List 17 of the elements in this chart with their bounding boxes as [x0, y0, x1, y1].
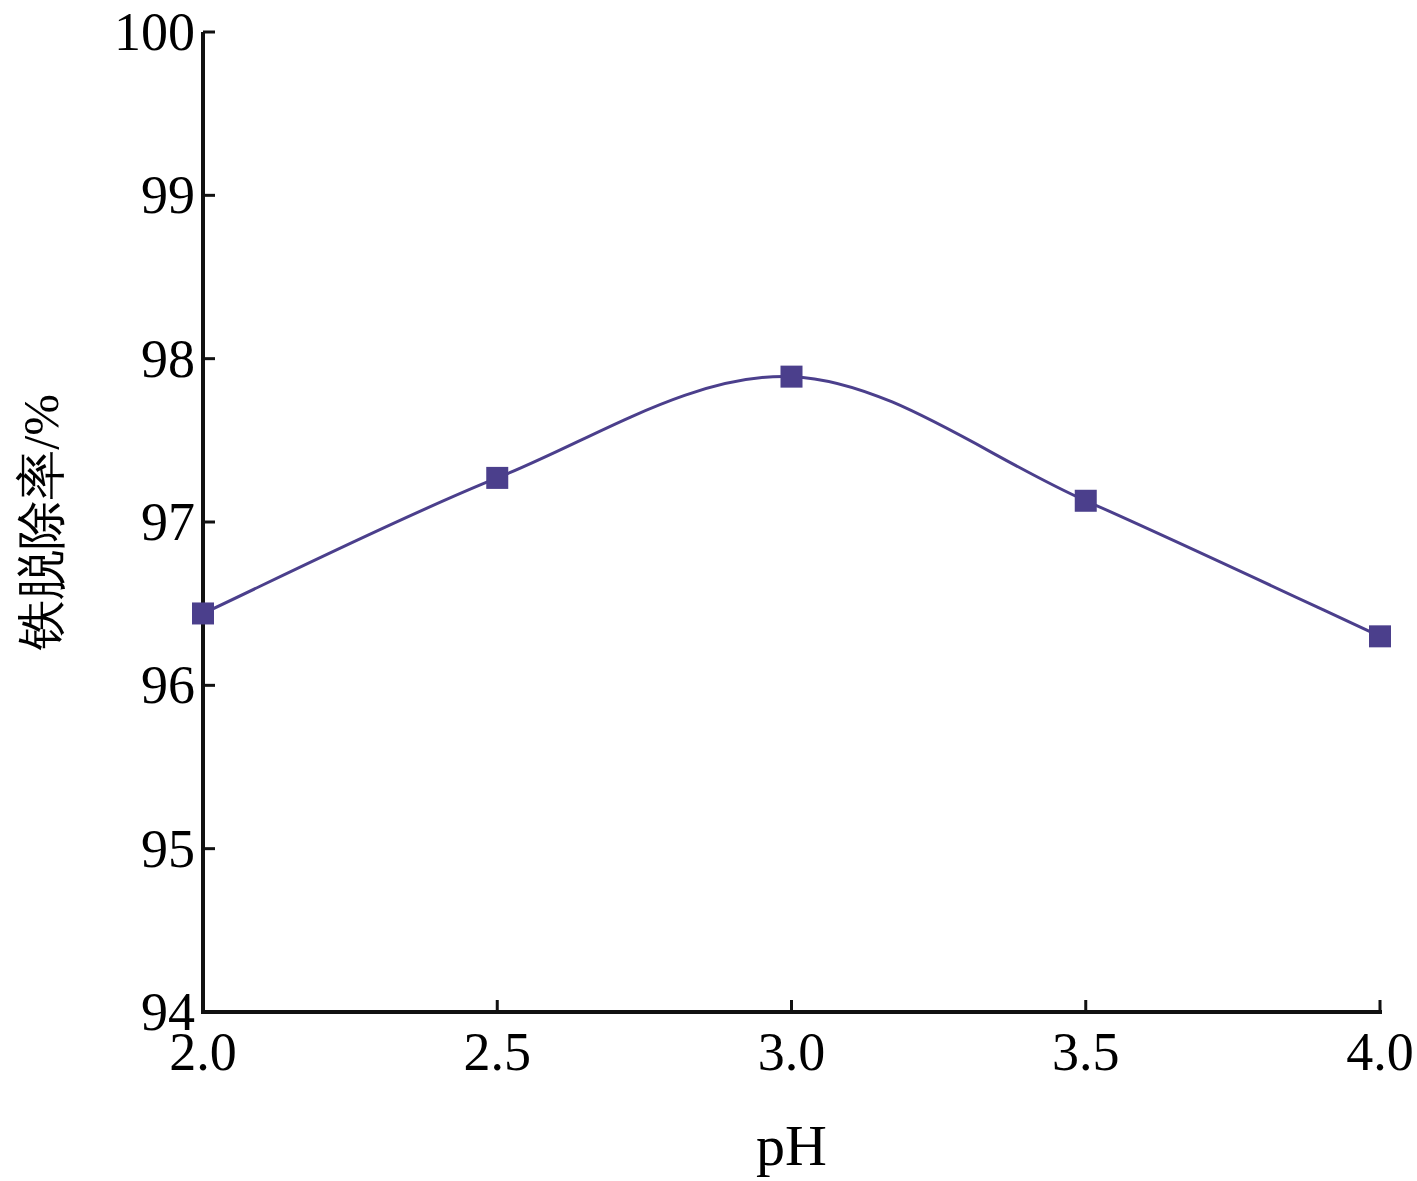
- y-tick-label: 96: [141, 655, 195, 716]
- point: [1369, 625, 1391, 648]
- y-axis-title: 铁脱除率/%: [13, 394, 69, 651]
- y-tick-label: 95: [141, 818, 195, 879]
- y-tick-label: 99: [141, 165, 195, 226]
- y-tick-label: 97: [141, 492, 195, 552]
- x-tick-label: 3.0: [757, 1022, 826, 1082]
- x-tick-label: 2.5: [463, 1022, 531, 1082]
- y-tick-label: 100: [114, 2, 195, 62]
- x-axis-title: pH: [756, 1113, 827, 1178]
- x-tick-label: 4.0: [1346, 1022, 1414, 1082]
- point: [192, 602, 214, 625]
- point: [1074, 489, 1097, 512]
- y-tick-label: 98: [141, 328, 195, 389]
- point: [780, 365, 803, 388]
- point: [486, 466, 509, 489]
- x-tick-label: 3.5: [1052, 1022, 1120, 1082]
